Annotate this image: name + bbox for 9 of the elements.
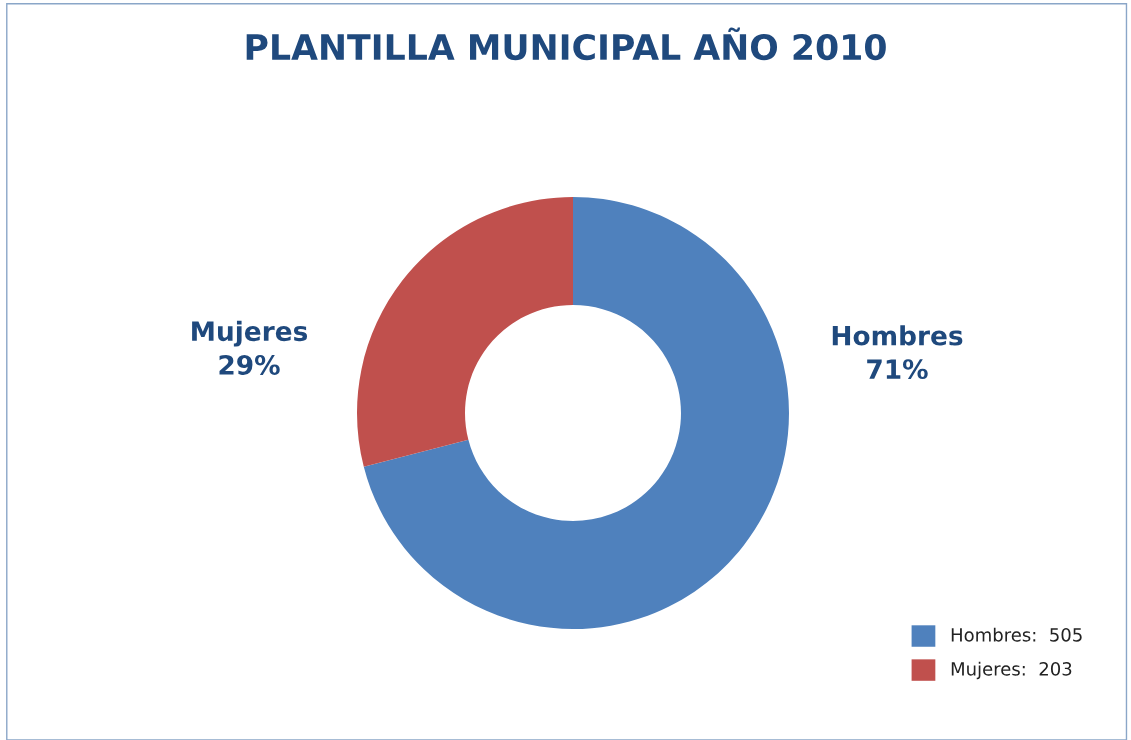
data-label: 71% <box>867 359 928 380</box>
donut-slice <box>357 197 573 467</box>
text: Hombres: 505 <box>951 627 1082 642</box>
chart-title: PLANTILLA MUNICIPAL AÑO 2010 <box>246 27 886 61</box>
slice-label: Hombres <box>832 325 963 346</box>
slice-label: Mujeres <box>192 320 308 347</box>
data-label: 29% <box>219 354 280 375</box>
donut-slice <box>363 197 789 629</box>
text: Mujeres: 203 <box>951 661 1072 680</box>
